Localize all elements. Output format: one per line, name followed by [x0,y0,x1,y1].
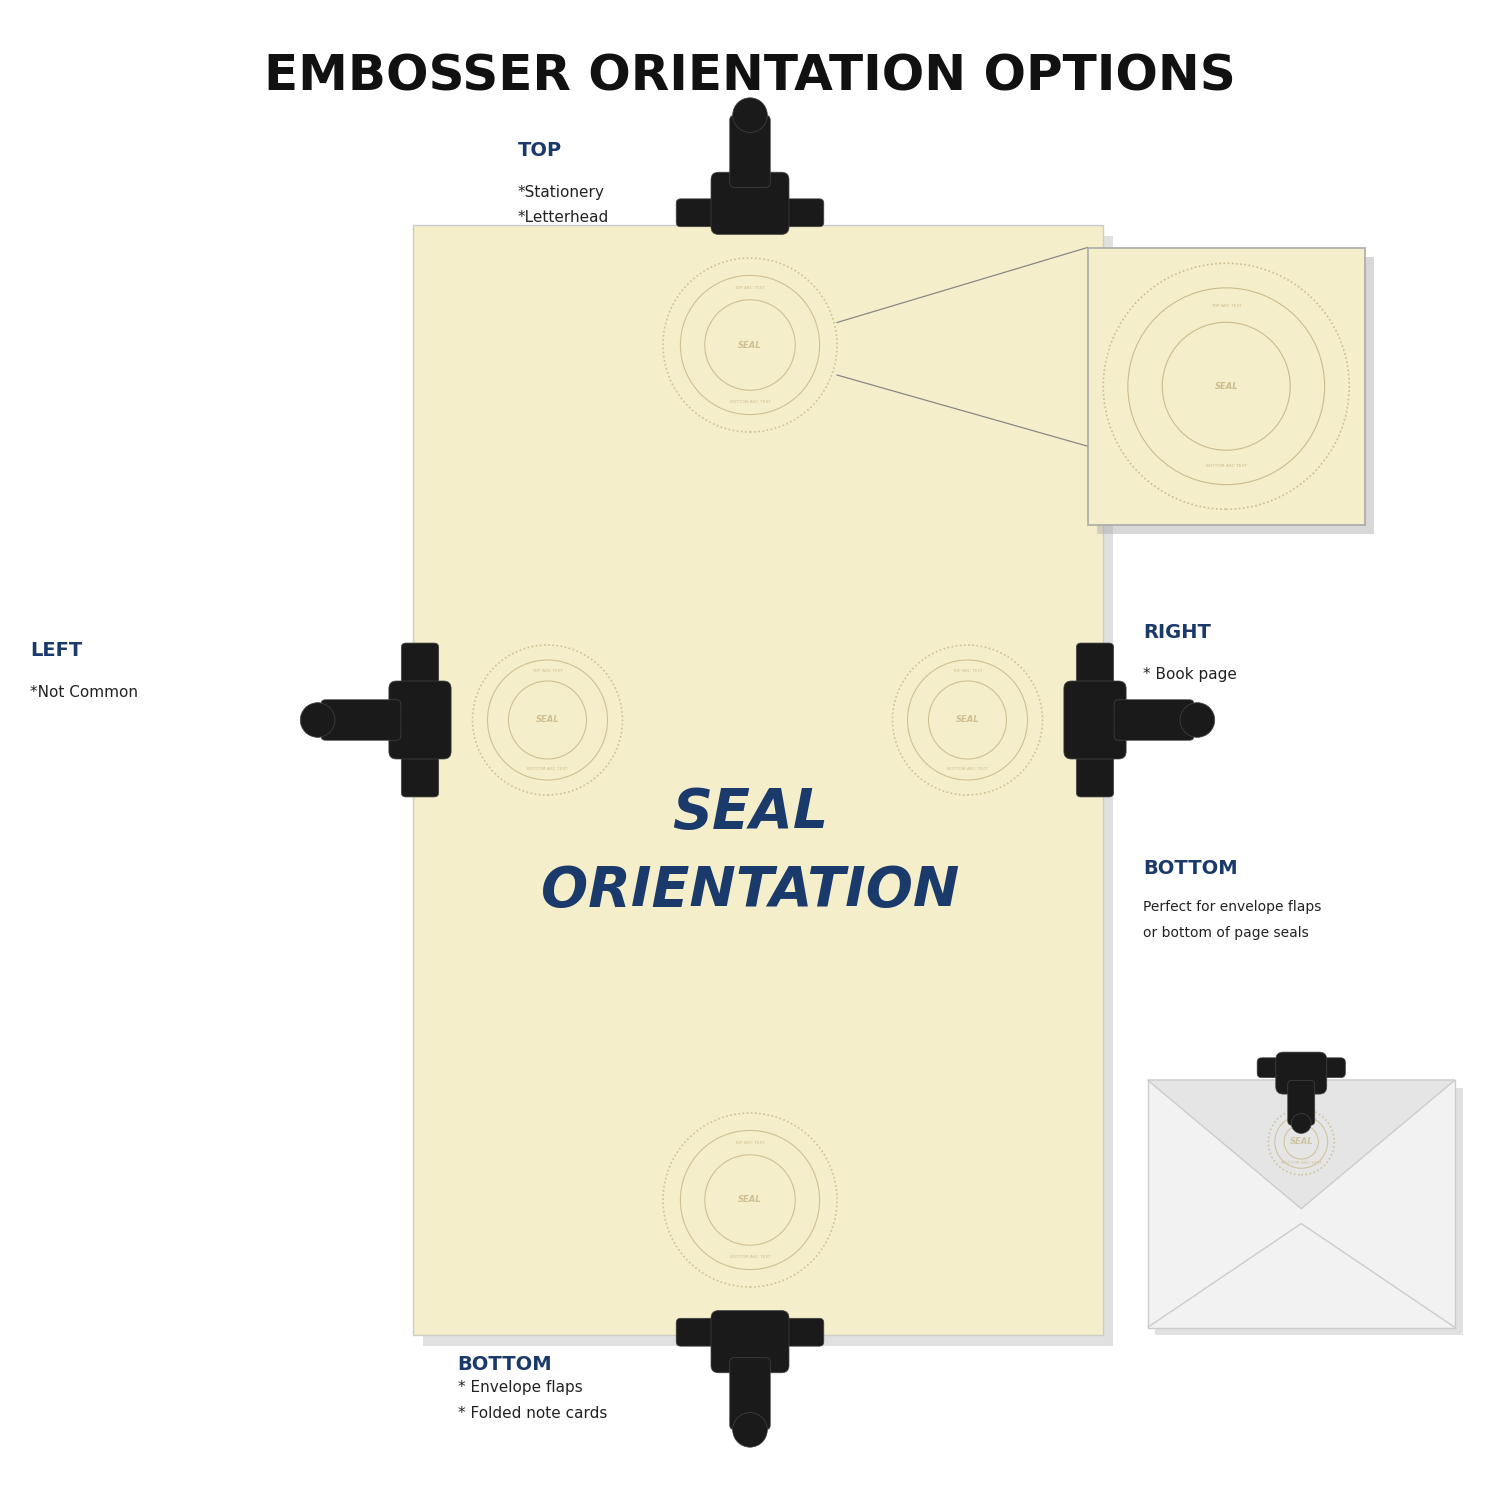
Text: *Stationery: *Stationery [518,184,605,200]
FancyBboxPatch shape [711,172,789,234]
FancyBboxPatch shape [388,681,452,759]
Text: *Letterhead: *Letterhead [518,210,609,225]
FancyBboxPatch shape [1077,747,1113,796]
FancyBboxPatch shape [729,1358,771,1430]
Text: SEAL: SEAL [1290,1137,1312,1146]
Circle shape [1180,702,1215,738]
FancyBboxPatch shape [1148,1080,1455,1328]
FancyBboxPatch shape [402,644,438,693]
Circle shape [732,98,768,132]
Text: SEAL: SEAL [672,786,828,840]
Text: BOTTOM ARC TEXT: BOTTOM ARC TEXT [1206,464,1246,468]
FancyBboxPatch shape [1314,1058,1346,1077]
Text: LEFT: LEFT [30,640,82,660]
Text: * Book page: * Book page [1143,668,1238,682]
Text: * Envelope flaps: * Envelope flaps [458,1380,582,1395]
Text: RIGHT: RIGHT [1143,622,1210,642]
Text: BOTTOM: BOTTOM [1143,858,1238,877]
FancyBboxPatch shape [777,1318,824,1346]
Text: SEAL: SEAL [1215,382,1237,392]
FancyBboxPatch shape [711,1311,789,1372]
FancyBboxPatch shape [729,116,771,188]
Text: * Folded note cards: * Folded note cards [458,1406,608,1420]
FancyBboxPatch shape [1155,1088,1462,1335]
Text: SEAL: SEAL [738,1196,762,1204]
FancyBboxPatch shape [1257,1058,1287,1077]
FancyBboxPatch shape [1077,644,1113,693]
Text: ORIENTATION: ORIENTATION [542,864,958,918]
Text: TOP: TOP [518,141,561,160]
Circle shape [732,1413,768,1448]
Text: SEAL: SEAL [536,716,560,724]
Text: TOP ARC TEXT: TOP ARC TEXT [1210,304,1242,309]
Text: Perfect for envelope flaps: Perfect for envelope flaps [1143,900,1322,914]
FancyBboxPatch shape [402,747,438,796]
Text: BOTTOM ARC TEXT: BOTTOM ARC TEXT [1281,1161,1322,1166]
Text: TOP ARC TEXT: TOP ARC TEXT [735,286,765,291]
Text: TOP ARC TEXT: TOP ARC TEXT [1286,1119,1317,1122]
FancyBboxPatch shape [1088,248,1365,525]
Text: *Not Common: *Not Common [30,686,138,700]
FancyBboxPatch shape [676,200,723,226]
FancyBboxPatch shape [676,1318,723,1346]
Text: BOTTOM ARC TEXT: BOTTOM ARC TEXT [526,766,568,771]
FancyBboxPatch shape [1114,699,1194,740]
Text: TOP ARC TEXT: TOP ARC TEXT [952,669,982,674]
FancyBboxPatch shape [1064,681,1126,759]
FancyBboxPatch shape [777,200,824,226]
FancyBboxPatch shape [423,236,1113,1346]
Text: BOTTOM ARC TEXT: BOTTOM ARC TEXT [946,766,988,771]
FancyBboxPatch shape [1275,1052,1326,1094]
Text: EMBOSSER ORIENTATION OPTIONS: EMBOSSER ORIENTATION OPTIONS [264,53,1236,100]
Text: SEAL: SEAL [738,340,762,350]
Circle shape [1292,1113,1311,1134]
Polygon shape [1148,1080,1455,1209]
FancyBboxPatch shape [1287,1080,1314,1125]
Text: SEAL: SEAL [956,716,980,724]
FancyBboxPatch shape [321,699,400,740]
Text: TOP ARC TEXT: TOP ARC TEXT [735,1142,765,1146]
Text: or bottom of page seals: or bottom of page seals [1143,926,1308,939]
Text: BOTTOM ARC TEXT: BOTTOM ARC TEXT [729,1254,771,1258]
Circle shape [300,702,334,738]
FancyBboxPatch shape [413,225,1102,1335]
Text: TOP ARC TEXT: TOP ARC TEXT [532,669,562,674]
FancyBboxPatch shape [1096,256,1374,534]
Text: BOTTOM: BOTTOM [458,1354,552,1374]
Text: BOTTOM ARC TEXT: BOTTOM ARC TEXT [729,399,771,404]
